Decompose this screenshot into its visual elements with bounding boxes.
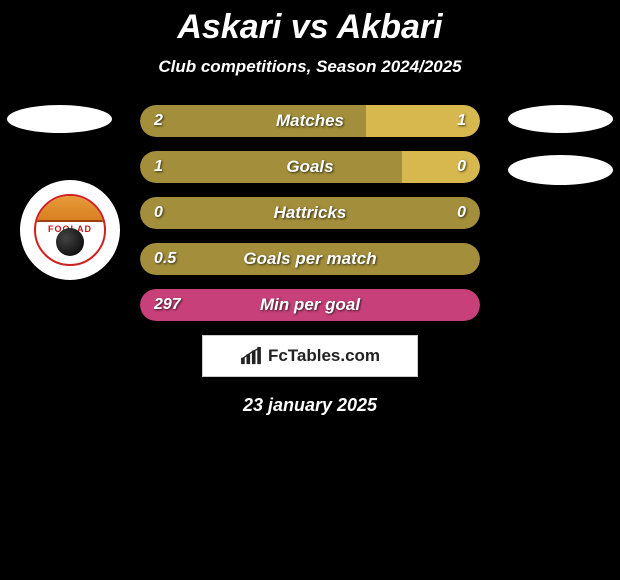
club-badge-inner: FOOLAD xyxy=(34,194,106,266)
brand-box: FcTables.com xyxy=(202,335,418,377)
page-subtitle: Club competitions, Season 2024/2025 xyxy=(0,57,620,77)
club-badge-ball-icon xyxy=(56,228,84,256)
player-left-club-badge: FOOLAD xyxy=(20,180,120,280)
comparison-panel: FOOLAD 21Matches 10Goals 00Hattricks 0.5Goa… xyxy=(0,105,620,321)
stat-row: 10Goals xyxy=(140,151,480,183)
stat-row: 21Matches xyxy=(140,105,480,137)
stat-row: 0.5Goals per match xyxy=(140,243,480,275)
brand-text: FcTables.com xyxy=(268,346,380,366)
stat-label: Goals xyxy=(140,151,480,183)
bar-chart-icon xyxy=(240,347,262,365)
page-title: Askari vs Akbari xyxy=(0,0,620,47)
player-right-club-placeholder xyxy=(508,155,613,185)
stat-label: Goals per match xyxy=(140,243,480,275)
player-right-avatar-placeholder xyxy=(508,105,613,133)
stat-label: Hattricks xyxy=(140,197,480,229)
stat-row: 297Min per goal xyxy=(140,289,480,321)
stat-label: Min per goal xyxy=(140,289,480,321)
stat-label: Matches xyxy=(140,105,480,137)
snapshot-date: 23 january 2025 xyxy=(0,395,620,416)
player-left-avatar-placeholder xyxy=(7,105,112,133)
stat-row: 00Hattricks xyxy=(140,197,480,229)
club-badge-stripe xyxy=(36,196,104,222)
stat-rows: 21Matches 10Goals 00Hattricks 0.5Goals per … xyxy=(140,105,480,321)
